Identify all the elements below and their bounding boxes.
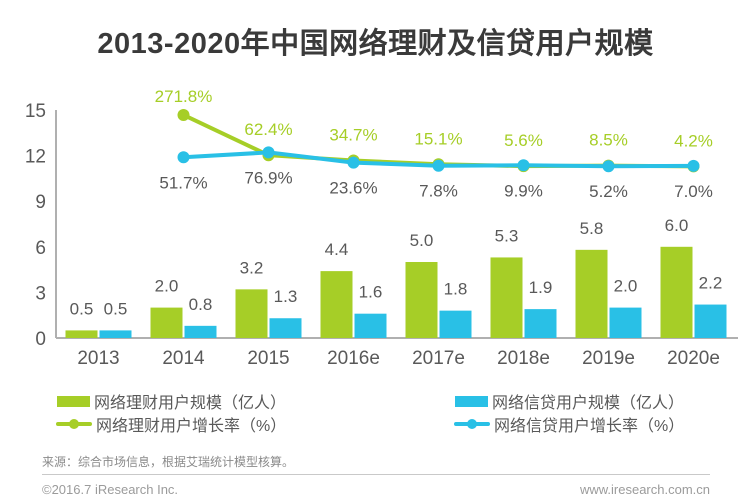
growth-wealth-label: 4.2% [674, 131, 713, 150]
legend-label: 网络理财用户规模（亿人） [94, 395, 287, 412]
x-axis-label: 2017e [412, 348, 465, 369]
growth-wealth-label: 271.8% [155, 87, 213, 106]
bar-wealth [320, 271, 353, 338]
y-tick-label: 15 [25, 101, 46, 122]
growth-credit-label: 23.6% [329, 179, 377, 198]
chart-title: 2013-2020年中国网络理财及信贷用户规模 [97, 28, 654, 60]
bar-credit [439, 310, 472, 338]
bar-credit-value-label: 1.6 [359, 283, 383, 302]
growth-credit-label: 7.0% [674, 182, 713, 201]
bar-credit-value-label: 2.0 [614, 277, 638, 296]
credit-bar-swatch-icon [455, 395, 488, 407]
bar-wealth [235, 289, 268, 338]
growth-wealth-label: 15.1% [414, 129, 462, 148]
x-axis-label: 2015 [247, 348, 289, 369]
bar-credit-value-label: 1.3 [274, 287, 298, 306]
legend-label: 网络信贷用户增长率（%） [494, 418, 685, 435]
growth-credit-label: 9.9% [504, 181, 543, 200]
x-axis-label: 2020e [667, 348, 720, 369]
copyright-text: ©2016.7 iResearch Inc. [42, 482, 179, 497]
bar-credit [609, 307, 642, 338]
wealth-line-swatch-icon [56, 418, 92, 430]
growth-wealth-label: 8.5% [589, 131, 628, 150]
bar-wealth-value-label: 5.3 [495, 226, 519, 245]
legend-label: 网络信贷用户规模（亿人） [492, 395, 685, 412]
growth-credit-point [347, 156, 360, 169]
bar-wealth [660, 246, 693, 338]
growth-credit-label: 76.9% [244, 168, 292, 187]
bar-credit [269, 318, 302, 338]
y-tick-label: 9 [35, 192, 46, 213]
legend-label: 网络理财用户增长率（%） [96, 418, 287, 435]
y-tick-label: 12 [25, 147, 46, 168]
bar-credit [694, 304, 727, 338]
bar-wealth-value-label: 5.0 [410, 231, 434, 250]
website-text: www.iresearch.com.cn [579, 482, 710, 497]
bar-credit-value-label: 1.8 [444, 280, 468, 299]
x-axis-label: 2019e [582, 348, 635, 369]
bar-wealth-value-label: 2.0 [155, 277, 179, 296]
bar-wealth [575, 249, 608, 338]
legend-item-wealth-size: 网络理财用户规模（亿人） [57, 391, 287, 412]
bar-wealth [490, 257, 523, 338]
bar-wealth [405, 262, 438, 338]
bar-credit-value-label: 0.5 [104, 299, 128, 318]
bar-credit-value-label: 0.8 [189, 295, 213, 314]
y-tick-label: 0 [35, 329, 46, 350]
growth-credit-point [262, 146, 275, 159]
bar-credit [354, 313, 387, 338]
growth-credit-point [687, 159, 700, 172]
legend-item-credit-growth: 网络信贷用户增长率（%） [454, 414, 685, 435]
growth-wealth-point [177, 108, 190, 121]
bar-wealth [150, 307, 183, 338]
legend-item-credit-size: 网络信贷用户规模（亿人） [455, 391, 685, 412]
bar-credit [524, 309, 557, 338]
growth-credit-label: 7.8% [419, 182, 458, 201]
growth-credit-point [177, 151, 190, 164]
growth-wealth-label: 62.4% [244, 120, 292, 139]
credit-line-swatch-icon [454, 418, 490, 430]
bar-wealth-value-label: 6.0 [665, 216, 689, 235]
y-tick-label: 3 [35, 283, 46, 304]
bar-wealth-value-label: 0.5 [70, 299, 94, 318]
growth-credit-point [432, 159, 445, 172]
x-axis-label: 2018e [497, 348, 550, 369]
bar-credit [99, 330, 132, 338]
x-axis-label: 2014 [162, 348, 205, 369]
growth-credit-label: 5.2% [589, 182, 628, 201]
bar-credit [184, 325, 217, 338]
source-note: 来源：综合市场信息，根据艾瑞统计模型核算。 [42, 455, 295, 469]
growth-credit-point [517, 159, 530, 172]
bar-credit-value-label: 1.9 [529, 278, 553, 297]
chart-canvas: 0 3 6 9 12 15 0.5 2.0 3.2 4.4 5.0 5.3 5.8 6.0 0.5 0.8 1.… [25, 87, 738, 369]
growth-credit-point [602, 160, 615, 173]
x-axis-label: 2013 [77, 348, 119, 369]
bar-wealth-value-label: 4.4 [325, 240, 349, 259]
bar-wealth-value-label: 5.8 [580, 219, 604, 238]
wealth-bar-swatch-icon [57, 395, 90, 407]
y-tick-label: 6 [35, 238, 46, 259]
legend-item-wealth-growth: 网络理财用户增长率（%） [56, 414, 287, 435]
footer-divider [42, 474, 710, 475]
growth-wealth-label: 34.7% [329, 126, 377, 145]
bar-wealth [65, 330, 98, 338]
bar-wealth-value-label: 3.2 [240, 258, 264, 277]
x-axis-label: 2016e [327, 348, 380, 369]
growth-credit-label: 51.7% [159, 173, 207, 192]
bar-credit-value-label: 2.2 [699, 274, 723, 293]
growth-wealth-label: 5.6% [504, 131, 543, 150]
